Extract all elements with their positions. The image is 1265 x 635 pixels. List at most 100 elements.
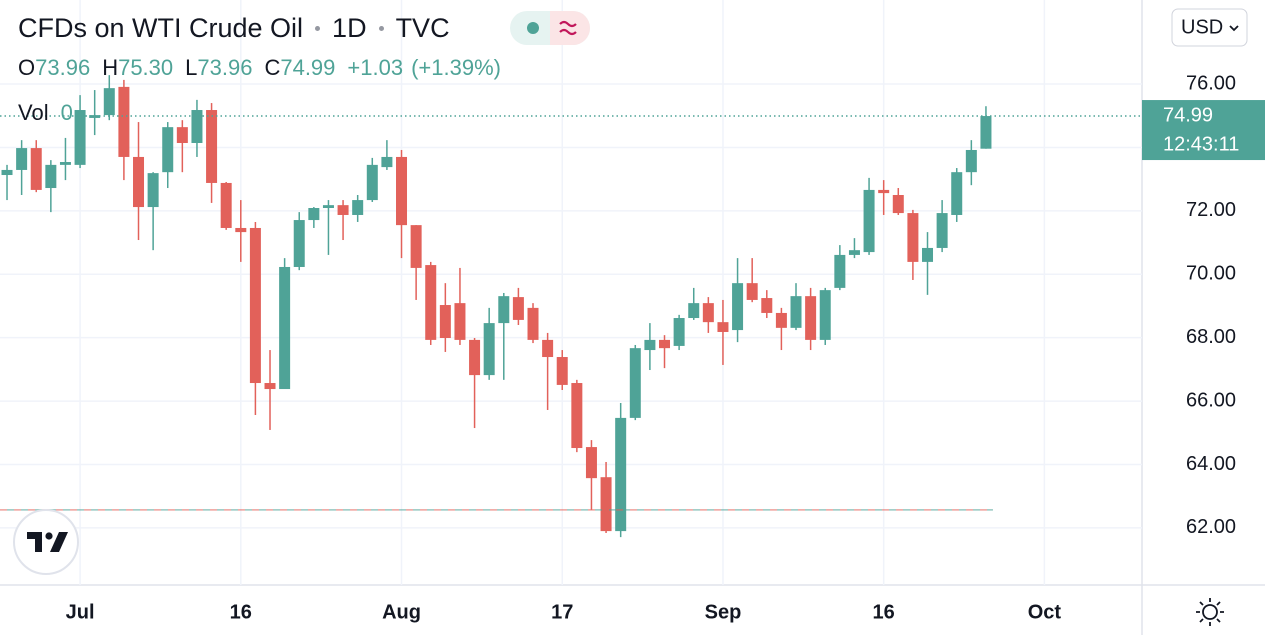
candle-body: [746, 283, 758, 300]
currency-button-bg: [1171, 8, 1248, 47]
candle-body: [644, 339, 656, 351]
logo-slash: [50, 532, 68, 552]
candle-body: [249, 227, 261, 384]
ohlc-label: O: [18, 55, 36, 80]
currency-button[interactable]: USD: [1171, 8, 1248, 47]
candle-body: [863, 189, 875, 253]
candle-body: [381, 156, 393, 168]
ohlc-value: 74.99: [280, 55, 336, 80]
candle-body: [425, 265, 437, 340]
ohlc-label: L: [185, 55, 198, 80]
y-tick-label: 66.00: [1186, 389, 1236, 411]
logo[interactable]: [13, 509, 79, 575]
change-percent: (+1.39%): [411, 55, 501, 80]
x-tick-label: 17: [551, 601, 573, 623]
candle-body: [322, 205, 334, 208]
candle-body: [396, 156, 408, 226]
x-tick-label: Jul: [66, 601, 95, 623]
ohlc-label: H: [102, 55, 119, 80]
candle-body: [59, 162, 71, 165]
candle-body: [118, 86, 130, 157]
ohlc-value: 73.96: [197, 55, 253, 80]
candle-body: [512, 297, 524, 320]
candle-body: [176, 127, 188, 143]
logo-dot: [45, 532, 53, 540]
candle-body: [147, 173, 159, 208]
candles: [1, 75, 992, 538]
candle-body: [922, 247, 934, 262]
logo-t: [27, 532, 42, 552]
last-price-box: [1142, 100, 1265, 161]
change: +1.03: [347, 55, 404, 80]
candle-body: [702, 303, 714, 323]
x-tick-label: Aug: [382, 601, 421, 623]
candle-body: [629, 348, 641, 418]
candle-body: [74, 110, 86, 165]
candle-body: [191, 110, 203, 143]
last-price-label: 74.99: [1163, 104, 1213, 126]
y-tick-label: 62.00: [1186, 516, 1236, 538]
candle-body: [790, 296, 802, 328]
y-tick-label: 64.00: [1186, 453, 1236, 475]
candle-body: [805, 296, 817, 340]
candle-body: [527, 307, 539, 340]
candle-body: [308, 208, 320, 221]
candle-body: [585, 447, 597, 479]
candle-body: [366, 164, 378, 201]
candle-body: [439, 305, 451, 338]
candle-body: [600, 477, 612, 532]
candle-body: [454, 303, 466, 340]
candle-body: [352, 200, 364, 215]
sun-rays: [1196, 598, 1224, 626]
x-tick-label: Oct: [1028, 601, 1062, 623]
candle-body: [907, 213, 919, 262]
candle-body: [965, 149, 977, 173]
candle-body: [45, 164, 57, 189]
candle-body: [279, 266, 291, 390]
volume-label: Vol: [18, 100, 49, 125]
candle-body: [732, 283, 744, 331]
candle-body: [775, 312, 787, 328]
toggle-wave: [559, 20, 577, 36]
volume-value: 0: [60, 100, 73, 125]
candle-body: [571, 383, 583, 449]
indicator-toggle[interactable]: [510, 11, 590, 45]
countdown: 12:43:11: [1163, 133, 1239, 155]
ohlc-row: O 73.96 H 75.30 L 73.96 C 74.99 +1.03 (+1.39%): [18, 50, 501, 86]
y-tick-label: 72.00: [1186, 199, 1236, 221]
toggle-bg-right: [550, 11, 590, 45]
candle-body: [688, 303, 700, 319]
candle-body: [30, 148, 42, 190]
chevron: [1229, 25, 1239, 32]
candle-body: [469, 339, 481, 376]
candle-body: [717, 322, 729, 332]
y-tick-label: 70.00: [1186, 263, 1236, 285]
interval: 1D: [332, 12, 367, 43]
chart-title: CFDs on WTI Crude Oil: [18, 12, 304, 43]
ohlc-value: 75.30: [118, 55, 174, 80]
x-tick-label: Sep: [705, 601, 742, 623]
candle-body: [980, 116, 992, 149]
candle-body: [1, 169, 13, 176]
title-row: CFDs on WTI Crude Oil 1D TVC: [18, 8, 450, 48]
logo-bg: [13, 509, 79, 575]
candle-body: [834, 254, 846, 288]
candle-body: [483, 323, 495, 376]
candle-body: [556, 357, 568, 385]
candle-body: [673, 318, 685, 346]
candle-body: [542, 339, 554, 358]
volume-row: Vol 0: [18, 95, 73, 131]
candle-body: [615, 417, 627, 532]
candle-body: [848, 250, 860, 255]
theme-toggle[interactable]: [1196, 598, 1224, 626]
source: TVC: [395, 12, 450, 43]
candle-body: [220, 182, 232, 228]
separator: [315, 25, 321, 31]
toggle-dot: [527, 22, 539, 34]
x-tick-label: 16: [230, 601, 252, 623]
candle-body: [133, 156, 145, 208]
candle-body: [936, 213, 948, 248]
candle-body: [878, 189, 890, 194]
candle-body: [892, 195, 904, 214]
